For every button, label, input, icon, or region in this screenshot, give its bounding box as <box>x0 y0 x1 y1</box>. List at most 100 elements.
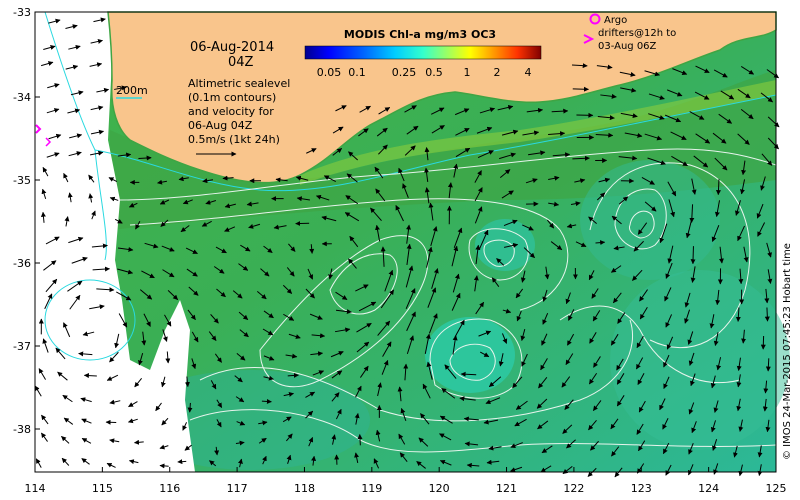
velocity-arrow <box>91 243 108 249</box>
velocity-arrow <box>760 92 773 103</box>
velocity-arrow <box>510 442 523 448</box>
velocity-arrow <box>688 352 695 366</box>
lon-tick-label: 119 <box>361 482 382 495</box>
velocity-arrow <box>491 277 500 287</box>
velocity-arrow <box>620 87 637 93</box>
velocity-arrow <box>523 247 535 259</box>
velocity-arrow <box>476 126 493 134</box>
colorbar-gradient <box>304 45 542 60</box>
colorbar-tick-label: 1 <box>464 66 471 79</box>
velocity-arrow <box>522 130 540 136</box>
velocity-arrow <box>286 454 292 464</box>
velocity-arrow <box>359 105 371 113</box>
velocity-arrow <box>114 218 123 224</box>
velocity-arrow <box>71 256 88 264</box>
velocity-arrow <box>595 132 614 138</box>
velocity-arrow <box>82 331 95 337</box>
velocity-arrow <box>46 152 60 158</box>
velocity-arrow <box>406 125 419 135</box>
velocity-arrow <box>644 70 660 77</box>
velocity-arrow <box>424 147 430 161</box>
velocity-arrow <box>46 108 60 114</box>
velocity-arrow <box>159 444 169 450</box>
velocity-arrow <box>108 177 118 182</box>
velocity-arrow <box>479 229 489 250</box>
velocity-arrow <box>65 64 79 70</box>
velocity-arrow <box>479 107 496 114</box>
velocity-arrow <box>767 137 779 150</box>
velocity-arrow <box>572 155 590 161</box>
velocity-arrow <box>400 408 407 422</box>
lat-tick-label: -38 <box>13 423 31 436</box>
velocity-arrow <box>588 420 597 431</box>
velocity-arrow <box>90 129 105 135</box>
west-eddy-contours <box>44 279 136 361</box>
velocity-arrow <box>309 244 315 254</box>
velocity-arrow <box>522 224 534 231</box>
velocity-arrow <box>618 196 629 205</box>
velocity-arrow <box>67 280 83 292</box>
velocity-arrow <box>285 433 293 442</box>
velocity-arrow <box>238 263 249 271</box>
argo-chevron-icon <box>583 34 595 44</box>
velocity-arrow <box>566 439 576 449</box>
velocity-arrow <box>662 442 670 455</box>
velocity-arrow <box>712 132 727 144</box>
velocity-arrow <box>61 457 70 466</box>
velocity-arrow <box>767 116 780 128</box>
velocity-arrow <box>239 329 249 338</box>
velocity-arrow <box>737 88 751 99</box>
velocity-arrow <box>191 331 199 343</box>
velocity-arrow <box>501 129 519 136</box>
velocity-arrow <box>551 108 569 114</box>
velocity-arrow <box>307 268 314 280</box>
velocity-arrow <box>538 376 548 389</box>
velocity-arrow <box>572 86 589 92</box>
velocity-arrow <box>159 199 170 205</box>
velocity-arrow <box>188 286 199 296</box>
velocity-arrow <box>78 351 93 357</box>
velocity-arrow <box>90 39 104 44</box>
velocity-arrow <box>600 93 617 99</box>
lat-tick-label: -35 <box>13 174 31 187</box>
velocity-arrow <box>93 17 106 23</box>
argo-legend: Argo drifters@12h to 03-Aug 06Z <box>583 13 676 52</box>
velocity-arrow <box>596 64 613 70</box>
velocity-arrow <box>570 201 581 207</box>
velocity-arrow <box>574 178 586 184</box>
velocity-arrow <box>709 314 715 329</box>
argo-label: 03-Aug 06Z <box>598 41 657 52</box>
velocity-arrow <box>57 371 68 381</box>
velocity-arrow <box>663 376 670 389</box>
velocity-arrow <box>355 284 369 292</box>
velocity-arrow <box>305 288 315 299</box>
velocity-arrow <box>526 107 544 113</box>
velocity-arrow <box>81 418 92 424</box>
description-line: (0.1m contours) <box>188 91 276 104</box>
velocity-arrow <box>541 333 548 346</box>
velocity-arrow <box>561 376 571 388</box>
velocity-arrow <box>89 304 105 310</box>
velocity-arrow <box>684 309 691 324</box>
velocity-arrow <box>311 455 317 466</box>
velocity-arrow <box>548 201 560 207</box>
velocity-arrow <box>536 398 548 409</box>
velocity-arrow <box>406 335 415 355</box>
velocity-arrow <box>216 399 223 408</box>
velocity-arrow <box>735 307 741 322</box>
lat-tick-label: -36 <box>13 257 31 270</box>
velocity-arrow <box>713 400 719 413</box>
argo-label: Argo <box>604 15 627 26</box>
velocity-arrow <box>515 288 524 299</box>
velocity-arrow <box>497 104 514 111</box>
velocity-arrow <box>521 353 528 367</box>
velocity-arrow <box>463 416 479 422</box>
velocity-arrow <box>384 269 394 292</box>
velocity-arrow <box>454 319 465 338</box>
velocity-arrow <box>439 459 452 466</box>
velocity-arrow <box>764 307 770 322</box>
velocity-arrow <box>720 90 735 100</box>
velocity-arrow <box>178 176 189 182</box>
velocity-arrow <box>35 458 42 468</box>
velocity-arrow <box>540 358 548 371</box>
